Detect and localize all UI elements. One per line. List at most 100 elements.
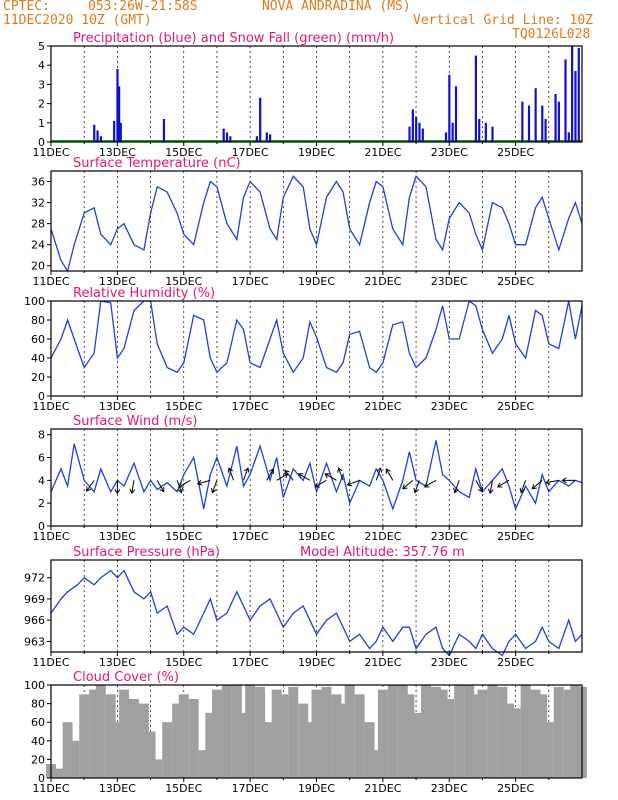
grid-lines [83,301,550,396]
cloud-bar [421,685,431,778]
cloud-bar [172,703,183,778]
x-tick-label: 21DEC [364,782,401,795]
precip-bar [119,122,122,142]
grid-lines [83,171,550,271]
cloud-bar [444,698,455,778]
x-tick-label: 11DEC [32,275,69,288]
precip-bar [265,132,268,142]
wind-arrow-head [531,484,537,490]
wind-arrow-head [114,489,121,495]
y-tick-label: 4 [38,59,45,72]
header-code: TQ0126L028 [512,27,591,42]
wind-arrow-head [284,469,290,476]
y-tick-label: 60 [31,716,45,729]
cloud-bar [454,685,465,778]
cloud-bar [387,685,398,778]
x-tick-label: 17DEC [232,400,269,413]
precip-bar [571,46,574,142]
cloud-bar [79,694,90,778]
wind-arrow [385,468,394,481]
wind-arrow-head [487,488,494,495]
wind-arrow [243,467,249,481]
x-tick-label: 17DEC [232,146,269,159]
precip-bar [116,69,119,142]
precip-bar [574,70,577,142]
x-tick-label: 11DEC [32,146,69,159]
y-tick-label: 4 [38,474,45,487]
precip-bar [415,117,418,142]
precip-bar [478,118,481,142]
panel-4: 0 2 4 6 8 11DEC 13DEC 15DEC 17DEC 19DEC 21DEC 23DEC… [32,414,583,543]
x-tick-label: 21DEC [364,530,401,543]
panel-6: 0 20 40 60 80 100 11DEC 13DEC 15DEC 17DEC 19DEC 21D… [24,670,587,795]
cloud-bar [570,685,581,778]
cloud-bar [89,689,100,778]
x-tick-label: 11DEC [32,400,69,413]
y-tick-label: 963 [24,635,45,648]
cloud-bar [95,685,106,778]
panel-title: Cloud Cover (%) [73,670,179,685]
precip-bar [99,136,102,142]
cloud-bar [344,685,355,778]
x-tick-label: 19DEC [298,782,335,795]
precip-bar [255,136,258,142]
wind-arrow [338,467,344,481]
wind-arrow [520,480,527,493]
x-tick-label: 15DEC [165,275,202,288]
wind-arrow [266,468,274,481]
y-tick-label: 28 [31,218,45,231]
series-line [50,299,583,374]
x-tick-label: 11DEC [32,782,69,795]
header-grid-note: Vertical Grid Line: 10Z [413,13,594,28]
plot-frame [50,428,583,527]
precip-bar [554,94,557,142]
cloud-bar [563,689,574,778]
header-coords: 053:26W-21:58S [88,0,198,14]
wind-arrow-head [385,468,391,474]
y-tick-label: 0 [38,390,45,403]
precip-bar [521,101,524,142]
x-tick-label: 21DEC [364,146,401,159]
y-tick-label: 6 [38,452,45,465]
y-tick-label: 0 [38,772,45,785]
cloud-bar [354,694,365,778]
wind-arrow [424,479,437,488]
x-tick-label: 13DEC [99,400,136,413]
wind-arrow [375,467,382,481]
cloud-bar [543,722,554,778]
wind-arrow [489,480,493,494]
wind-arrow [475,480,483,492]
wind-arrow-head [453,487,459,494]
wind-arrow-head [314,482,320,488]
x-tick-label: 23DEC [431,530,468,543]
y-tick-label: 40 [31,352,45,365]
y-tick-label: 36 [31,176,45,189]
x-tick-label: 23DEC [431,146,468,159]
x-tick-label: 19DEC [298,275,335,288]
x-tick-label: 17DEC [232,656,269,669]
cloud-bar [128,698,139,778]
cloud-bar [255,686,266,778]
cloud-bar [371,750,382,778]
precip-bar [93,124,96,142]
cloud-bar [504,703,514,778]
precip-bar [411,109,414,142]
cloud-bar [119,689,129,778]
y-tick-label: 100 [24,295,45,308]
cloud-bar [404,694,415,778]
cloud-bar [520,685,531,778]
wind-arrow-head [545,479,551,485]
wind-arrow [314,479,327,488]
cloud-bar [397,685,408,778]
precip-bar [96,130,99,142]
x-tick-label: 13DEC [99,530,136,543]
cloud-bar [55,768,66,778]
cloud-bar [69,740,80,778]
wind-arrow-head [324,473,330,479]
wind-arrow-head [159,486,165,493]
x-tick-label: 25DEC [497,400,534,413]
panel-2: 20 24 28 32 36 11DEC 13DEC 15DEC 17DEC 19DEC 21DEC… [31,156,583,288]
wind-arrow-head [243,467,250,473]
wind-arrow-head [227,467,234,473]
